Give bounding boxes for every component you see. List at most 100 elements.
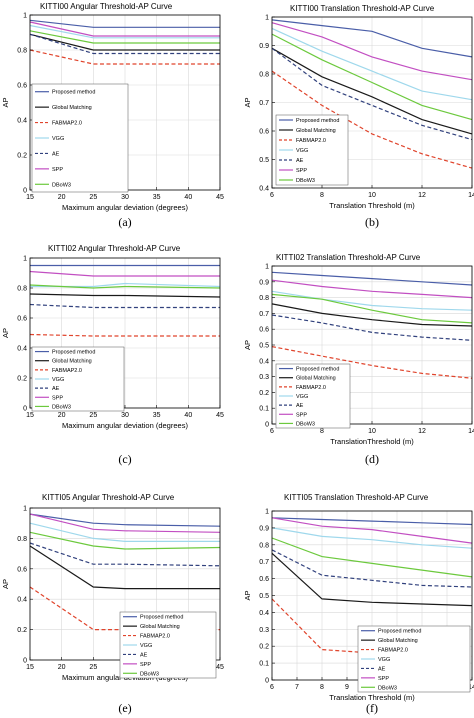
y-tick-label: 0.2	[17, 153, 27, 160]
series-line-global-matching	[271, 47, 473, 135]
legend-label: VGG	[52, 136, 64, 142]
y-axis-label: AP	[243, 340, 252, 350]
y-tick-label: 0.3	[259, 374, 269, 381]
legend-label: Global Matching	[378, 638, 418, 644]
legend: Proposed method Global Matching FABMAP2.0 V…	[119, 611, 217, 679]
x-tick-label: 8	[320, 684, 324, 691]
legend-box	[357, 625, 471, 693]
y-tick-label: 0.1	[259, 406, 269, 413]
legend-label: Proposed method	[296, 367, 339, 373]
series-line-vgg	[271, 27, 473, 101]
legend: Proposed method Global Matching FABMAP2.0 V…	[275, 114, 349, 186]
chart-title: KITTI05 Angular Threshold-AP Curve	[42, 493, 175, 502]
legend-label: VGG	[52, 377, 64, 383]
series-line-ae	[271, 549, 473, 588]
y-tick-label: 0.7	[259, 559, 269, 566]
x-tick-label: 45	[216, 194, 224, 201]
y-tick-label: 0.8	[259, 72, 269, 79]
series-line-fabmap2-0	[271, 598, 473, 657]
x-tick-label: 14	[468, 684, 474, 691]
y-axis-label: AP	[1, 328, 10, 338]
y-tick-label: 0.4	[17, 597, 27, 604]
legend-label: Proposed method	[378, 629, 421, 635]
y-tick-label: 0.4	[259, 358, 269, 365]
y-tick-label: 0.5	[259, 343, 269, 350]
series-line-global-matching	[29, 293, 221, 298]
y-tick-label: 0.8	[17, 48, 27, 55]
legend-label: FABMAP2.0	[296, 385, 326, 391]
legend-label: FABMAP2.0	[52, 368, 82, 374]
panel-caption: (e)	[118, 701, 131, 715]
x-tick-label: 9	[345, 684, 349, 691]
chart-title: KITTI02 Translation Threshold-AP Curve	[276, 253, 421, 262]
chart-panel-2: 6 8 10 12 14 0.4 0.5 0.6 0.7 0.8 0.9 1 KITTI00 Trans…	[243, 4, 474, 229]
x-tick-label: 20	[58, 194, 66, 201]
legend-label: AE	[296, 403, 304, 409]
chart-title: KITTI00 Translation Threshold-AP Curve	[290, 4, 435, 13]
x-tick-label: 6	[270, 192, 274, 199]
legend-label: SPP	[52, 167, 63, 173]
x-tick-label: 15	[26, 664, 34, 671]
panel-caption: (b)	[365, 215, 379, 229]
legend-label: Proposed method	[52, 350, 95, 356]
legend-label: SPP	[296, 168, 307, 174]
y-tick-label: 0.3	[259, 627, 269, 634]
x-tick-label: 40	[184, 194, 192, 201]
series-line-ae	[29, 33, 220, 55]
x-tick-label: 30	[121, 412, 129, 419]
series-line-vgg	[271, 290, 473, 311]
legend-label: AE	[52, 386, 60, 392]
chart-panel-3: 15 20 25 30 35 40 45 0 0.2 0.4 0.6 0.8 1 KITTI02 Angu…	[1, 244, 224, 466]
legend-label: SPP	[296, 412, 307, 418]
y-tick-label: 0.9	[259, 43, 269, 50]
x-axis-label: Translation Threshold (m)	[329, 693, 415, 702]
series-line-dbow3	[29, 30, 220, 44]
series-line-fabmap2-0	[29, 49, 220, 65]
series-line-spp	[271, 22, 473, 81]
y-axis-label: AP	[243, 97, 252, 107]
series-line-dbow3	[271, 33, 473, 121]
x-tick-label: 12	[418, 428, 426, 435]
y-tick-label: 1	[265, 264, 269, 271]
legend-label: VGG	[296, 148, 308, 154]
series-line-ae	[29, 542, 221, 567]
series-line-proposed-method	[29, 19, 220, 28]
legend-label: FABMAP2.0	[378, 648, 408, 654]
legend-label: Proposed method	[140, 615, 183, 621]
legend-label: FABMAP2.0	[296, 138, 326, 144]
y-tick-label: 0.5	[259, 593, 269, 600]
series-line-proposed-method	[271, 19, 473, 58]
y-tick-label: 0.9	[259, 279, 269, 286]
legend: Proposed method Global Matching FABMAP2.0 V…	[31, 83, 129, 193]
legend-label: AE	[52, 151, 60, 157]
series-line-ae	[271, 47, 473, 141]
y-tick-label: 0.8	[17, 286, 27, 293]
legend-label: Proposed method	[296, 118, 339, 124]
legend-label: Global Matching	[296, 376, 336, 382]
y-axis-label: AP	[1, 97, 10, 107]
chart-title: KITTI05 Translation Threshold-AP Curve	[284, 493, 429, 502]
legend-label: FABMAP2.0	[52, 121, 82, 127]
series-line-vgg	[29, 522, 220, 543]
y-tick-label: 0.6	[259, 576, 269, 583]
y-tick-label: 0	[23, 658, 27, 665]
legend-label: AE	[140, 652, 148, 658]
x-tick-label: 25	[89, 664, 97, 671]
legend: Proposed method Global Matching FABMAP2.0 V…	[275, 363, 351, 429]
x-tick-label: 20	[58, 412, 66, 419]
x-tick-label: 10	[368, 192, 376, 199]
x-tick-label: 45	[216, 664, 224, 671]
series-line-dbow3	[29, 531, 221, 550]
x-axis-label: TranslationThreshold (m)	[330, 437, 414, 446]
y-tick-label: 0.6	[17, 83, 27, 90]
y-tick-label: 0.6	[17, 566, 27, 573]
y-tick-label: 0.1	[259, 661, 269, 668]
series-line-ae	[29, 303, 220, 309]
series-line-vgg	[271, 527, 473, 549]
x-tick-label: 14	[468, 428, 474, 435]
chart-panel-1: 15 20 25 30 35 40 45 0 0.2 0.4 0.6 0.8 1 KITTI00 Angu…	[1, 2, 224, 229]
y-tick-label: 0.6	[259, 327, 269, 334]
y-tick-label: 0.7	[259, 311, 269, 318]
y-tick-label: 0.8	[259, 542, 269, 549]
